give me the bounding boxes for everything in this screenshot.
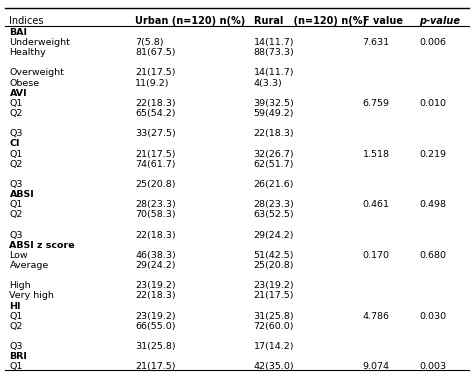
Text: 70(58.3): 70(58.3) xyxy=(135,211,176,219)
Text: 33(27.5): 33(27.5) xyxy=(135,129,176,138)
Text: 21(17.5): 21(17.5) xyxy=(135,68,175,77)
Text: Q1: Q1 xyxy=(9,363,23,372)
Text: 14(11.7): 14(11.7) xyxy=(254,68,294,77)
Text: 29(24.2): 29(24.2) xyxy=(135,261,175,270)
Text: Q2: Q2 xyxy=(9,211,23,219)
Text: 63(52.5): 63(52.5) xyxy=(254,211,294,219)
Text: 51(42.5): 51(42.5) xyxy=(254,251,294,260)
Text: 25(20.8): 25(20.8) xyxy=(254,261,294,270)
Text: 4(3.3): 4(3.3) xyxy=(254,79,283,87)
Text: 72(60.0): 72(60.0) xyxy=(254,322,294,331)
Text: 22(18.3): 22(18.3) xyxy=(135,291,176,300)
Text: BAI: BAI xyxy=(9,28,27,37)
Text: 26(21.6): 26(21.6) xyxy=(254,180,294,189)
Text: Indices: Indices xyxy=(9,16,44,26)
Text: 9.074: 9.074 xyxy=(363,363,390,372)
Text: Low: Low xyxy=(9,251,28,260)
Text: 42(35.0): 42(35.0) xyxy=(254,363,294,372)
Text: 0.010: 0.010 xyxy=(419,99,447,108)
Text: Q1: Q1 xyxy=(9,99,23,108)
Text: Q3: Q3 xyxy=(9,129,23,138)
Text: 25(20.8): 25(20.8) xyxy=(135,180,175,189)
Text: Average: Average xyxy=(9,261,49,270)
Text: 0.219: 0.219 xyxy=(419,149,447,159)
Text: Q1: Q1 xyxy=(9,149,23,159)
Text: 31(25.8): 31(25.8) xyxy=(135,342,176,351)
Text: 62(51.7): 62(51.7) xyxy=(254,160,294,169)
Text: 1.518: 1.518 xyxy=(363,149,390,159)
Text: Q2: Q2 xyxy=(9,160,23,169)
Text: 28(23.3): 28(23.3) xyxy=(135,200,176,209)
Text: 22(18.3): 22(18.3) xyxy=(135,231,176,240)
Text: Urban (n=120) n(%): Urban (n=120) n(%) xyxy=(135,16,246,26)
Text: 29(24.2): 29(24.2) xyxy=(254,231,294,240)
Text: 23(19.2): 23(19.2) xyxy=(135,281,176,290)
Text: 0.006: 0.006 xyxy=(419,38,447,47)
Text: Obese: Obese xyxy=(9,79,40,87)
Text: 17(14.2): 17(14.2) xyxy=(254,342,294,351)
Text: ABSI: ABSI xyxy=(9,190,34,199)
Text: 7.631: 7.631 xyxy=(363,38,390,47)
Text: 74(61.7): 74(61.7) xyxy=(135,160,175,169)
Text: 81(67.5): 81(67.5) xyxy=(135,48,175,57)
Text: Q2: Q2 xyxy=(9,322,23,331)
Text: 28(23.3): 28(23.3) xyxy=(254,200,294,209)
Text: 0.030: 0.030 xyxy=(419,312,447,321)
Text: 23(19.2): 23(19.2) xyxy=(254,281,294,290)
Text: p-value: p-value xyxy=(419,16,460,26)
Text: F value: F value xyxy=(363,16,402,26)
Text: 0.003: 0.003 xyxy=(419,363,447,372)
Text: High: High xyxy=(9,281,31,290)
Text: 21(17.5): 21(17.5) xyxy=(135,363,175,372)
Text: 11(9.2): 11(9.2) xyxy=(135,79,170,87)
Text: Q3: Q3 xyxy=(9,342,23,351)
Text: 59(49.2): 59(49.2) xyxy=(254,109,294,118)
Text: 31(25.8): 31(25.8) xyxy=(254,312,294,321)
Text: 39(32.5): 39(32.5) xyxy=(254,99,294,108)
Text: Q1: Q1 xyxy=(9,312,23,321)
Text: 88(73.3): 88(73.3) xyxy=(254,48,294,57)
Text: 23(19.2): 23(19.2) xyxy=(135,312,176,321)
Text: Very high: Very high xyxy=(9,291,55,300)
Text: Q3: Q3 xyxy=(9,180,23,189)
Text: 32(26.7): 32(26.7) xyxy=(254,149,294,159)
Text: 46(38.3): 46(38.3) xyxy=(135,251,176,260)
Text: Healthy: Healthy xyxy=(9,48,46,57)
Text: Rural   (n=120) n(%): Rural (n=120) n(%) xyxy=(254,16,366,26)
Text: 22(18.3): 22(18.3) xyxy=(135,99,176,108)
Text: AVI: AVI xyxy=(9,89,27,98)
Text: 0.170: 0.170 xyxy=(363,251,390,260)
Text: Overweight: Overweight xyxy=(9,68,64,77)
Text: 0.461: 0.461 xyxy=(363,200,390,209)
Text: 14(11.7): 14(11.7) xyxy=(254,38,294,47)
Text: HI: HI xyxy=(9,301,21,311)
Text: 7(5.8): 7(5.8) xyxy=(135,38,164,47)
Text: Q1: Q1 xyxy=(9,200,23,209)
Text: 21(17.5): 21(17.5) xyxy=(254,291,294,300)
Text: CI: CI xyxy=(9,139,20,148)
Text: BRI: BRI xyxy=(9,352,27,361)
Text: Q2: Q2 xyxy=(9,109,23,118)
Text: 22(18.3): 22(18.3) xyxy=(254,129,294,138)
Text: 0.680: 0.680 xyxy=(419,251,447,260)
Text: Underweight: Underweight xyxy=(9,38,70,47)
Text: 4.786: 4.786 xyxy=(363,312,390,321)
Text: Q3: Q3 xyxy=(9,231,23,240)
Text: 0.498: 0.498 xyxy=(419,200,447,209)
Text: 21(17.5): 21(17.5) xyxy=(135,149,175,159)
Text: 65(54.2): 65(54.2) xyxy=(135,109,175,118)
Text: 6.759: 6.759 xyxy=(363,99,390,108)
Text: ABSI z score: ABSI z score xyxy=(9,241,75,250)
Text: 66(55.0): 66(55.0) xyxy=(135,322,175,331)
